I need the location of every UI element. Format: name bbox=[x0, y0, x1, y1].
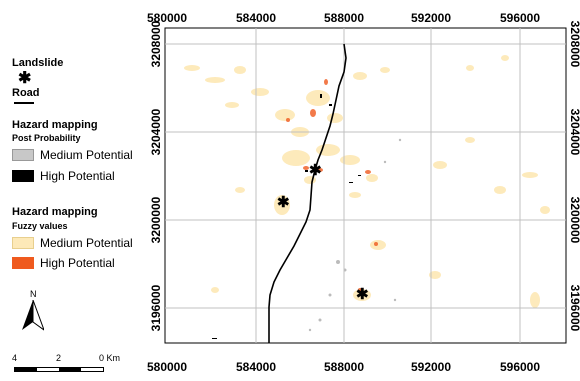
legend-high-post-label: High Potential bbox=[40, 169, 115, 183]
x-tick-top-5: 596000 bbox=[500, 11, 540, 25]
y-tick-right-1: 3208000 bbox=[568, 21, 580, 68]
y-tick-right-3: 3200000 bbox=[568, 197, 580, 244]
x-tick-bottom-1: 580000 bbox=[147, 360, 187, 374]
legend-swatch-high-post bbox=[12, 170, 34, 182]
legend-swatch-medium-fuzzy bbox=[12, 237, 34, 249]
road-line-icon bbox=[14, 102, 34, 104]
legend-medium-fuzzy-label: Medium Potential bbox=[40, 236, 133, 250]
road-line bbox=[268, 43, 347, 343]
x-tick-bottom-5: 596000 bbox=[500, 360, 540, 374]
x-tick-bottom-2: 584000 bbox=[236, 360, 276, 374]
y-tick-left-3: 3200000 bbox=[149, 196, 163, 243]
x-tick-top-1: 580000 bbox=[147, 11, 187, 25]
x-ticks-bottom: 580000 584000 588000 592000 596000 bbox=[147, 360, 540, 374]
y-ticks-right: 3208000 3204000 3200000 3196000 bbox=[568, 21, 580, 332]
legend-hazard1-title: Hazard mapping bbox=[12, 119, 98, 131]
landslide-marker-3: ✱ bbox=[356, 286, 369, 303]
map-legend: Landslide ✱ Road Hazard mapping Post Pro… bbox=[0, 0, 160, 381]
post-probability-specks bbox=[212, 94, 402, 339]
x-tick-top-3: 588000 bbox=[324, 11, 364, 25]
y-ticks-left: 3208000 3204000 3200000 3196000 bbox=[149, 20, 163, 331]
scale-label-mid: 2 bbox=[56, 353, 62, 363]
x-tick-top-2: 584000 bbox=[236, 11, 276, 25]
legend-medium-post-label: Medium Potential bbox=[40, 148, 133, 162]
legend-road-title: Road bbox=[12, 87, 40, 99]
legend-hazard2-title: Hazard mapping bbox=[12, 206, 98, 218]
x-ticks-top: 580000 584000 588000 592000 596000 bbox=[147, 11, 540, 25]
landslide-asterisk-icon: ✱ bbox=[18, 70, 32, 87]
y-tick-left-4: 3196000 bbox=[149, 284, 163, 331]
scale-label-right: 0 Km bbox=[99, 353, 121, 363]
landslide-marker-1: ✱ bbox=[309, 162, 322, 179]
x-tick-bottom-4: 592000 bbox=[411, 360, 451, 374]
x-tick-bottom-3: 588000 bbox=[324, 360, 364, 374]
legend-swatch-high-fuzzy bbox=[12, 257, 34, 269]
scale-label-left: 4 bbox=[12, 353, 18, 363]
y-tick-right-2: 3204000 bbox=[568, 109, 580, 156]
legend-swatch-medium-post bbox=[12, 149, 34, 161]
landslide-marker-2: ✱ bbox=[277, 194, 290, 211]
legend-hazard2-subtitle: Fuzzy values bbox=[12, 221, 68, 231]
y-tick-left-1: 3208000 bbox=[149, 20, 163, 67]
map-grid bbox=[165, 28, 566, 343]
north-arrow-icon bbox=[22, 300, 44, 331]
north-label: N bbox=[30, 289, 37, 299]
legend-high-fuzzy-label: High Potential bbox=[40, 256, 115, 270]
legend-landslide-title: Landslide bbox=[12, 57, 64, 69]
x-tick-top-4: 592000 bbox=[411, 11, 451, 25]
scale-bar bbox=[14, 367, 104, 372]
legend-hazard1-subtitle: Post Probability bbox=[12, 133, 81, 143]
fuzzy-high-patches bbox=[286, 79, 378, 292]
y-tick-right-4: 3196000 bbox=[568, 285, 580, 332]
y-tick-left-2: 3204000 bbox=[149, 108, 163, 155]
